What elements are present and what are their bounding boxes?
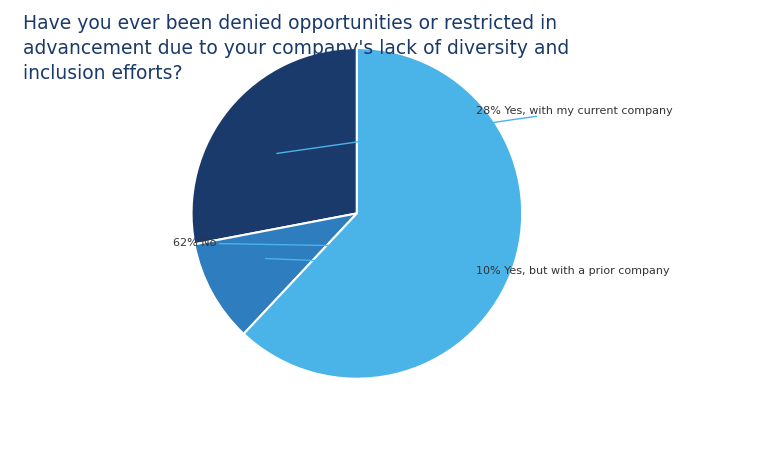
Wedge shape: [194, 213, 357, 334]
Text: Have you ever been denied opportunities or restricted in
advancement due to your: Have you ever been denied opportunities …: [23, 14, 569, 83]
Wedge shape: [243, 48, 522, 379]
Text: 28% Yes, with my current company: 28% Yes, with my current company: [277, 106, 672, 153]
Text: 10% Yes, but with a prior company: 10% Yes, but with a prior company: [265, 258, 669, 276]
Wedge shape: [192, 48, 357, 244]
Text: 62% No: 62% No: [173, 238, 454, 248]
